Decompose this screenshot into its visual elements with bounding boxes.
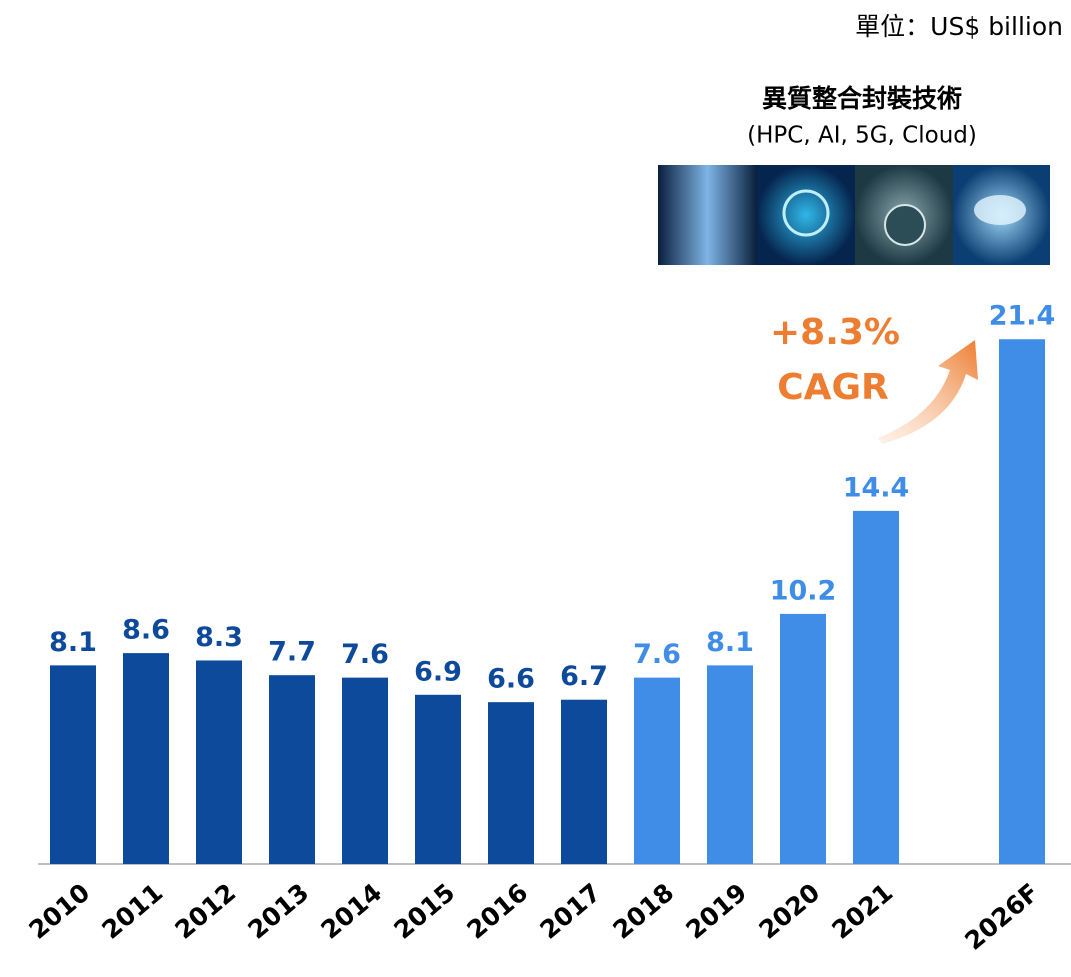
image-ai bbox=[757, 165, 855, 265]
annotation-subtitle: (HPC, AI, 5G, Cloud) bbox=[747, 123, 977, 149]
value-label: 21.4 bbox=[989, 301, 1056, 332]
value-label: 8.1 bbox=[706, 627, 754, 658]
image-cloud-icon bbox=[974, 195, 1026, 225]
tech-images bbox=[658, 165, 1050, 265]
value-label: 6.9 bbox=[414, 656, 462, 687]
image-ai-icon bbox=[782, 189, 830, 237]
bar bbox=[50, 665, 96, 864]
value-label: 7.7 bbox=[268, 637, 316, 668]
x-tick-label: 2018 bbox=[607, 878, 679, 945]
growth-note: CAGR bbox=[777, 367, 889, 408]
x-tick-label: 2011 bbox=[96, 878, 168, 945]
bar bbox=[415, 694, 461, 864]
value-label: 6.6 bbox=[487, 664, 535, 695]
bar bbox=[269, 675, 315, 864]
x-tick-label: 2015 bbox=[388, 878, 460, 945]
x-tick-label: 2017 bbox=[534, 878, 606, 945]
x-tick-label: 2020 bbox=[753, 878, 825, 945]
bar bbox=[780, 613, 826, 864]
value-label: 8.1 bbox=[49, 627, 97, 658]
x-tick-label: 2013 bbox=[242, 878, 314, 945]
value-label: 6.7 bbox=[560, 661, 608, 692]
growth-arrow bbox=[878, 340, 978, 444]
annotation-title: 異質整合封裝技術 bbox=[762, 84, 962, 113]
bar bbox=[707, 665, 753, 864]
bar bbox=[196, 660, 242, 864]
growth-label: +8.3% bbox=[770, 312, 900, 353]
x-tick-label: 2021 bbox=[826, 878, 898, 945]
value-label: 14.4 bbox=[843, 472, 910, 503]
value-label: 7.6 bbox=[633, 639, 681, 670]
x-tick-label: 2012 bbox=[169, 878, 241, 945]
bar bbox=[561, 699, 607, 864]
bar bbox=[853, 510, 899, 864]
unit-label: 單位：US$ billion bbox=[855, 12, 1063, 41]
x-tick-label: 2026F bbox=[959, 878, 1044, 956]
x-tick-label: 2014 bbox=[315, 878, 387, 945]
image-hpc bbox=[658, 165, 757, 265]
value-label: 10.2 bbox=[770, 575, 837, 606]
bar bbox=[634, 677, 680, 864]
image-5g-icon bbox=[884, 204, 926, 246]
value-label: 8.3 bbox=[195, 622, 243, 653]
x-tick-label: 2010 bbox=[23, 878, 95, 945]
x-tick-label: 2016 bbox=[461, 878, 533, 945]
value-label: 8.6 bbox=[122, 615, 170, 646]
bar bbox=[488, 702, 534, 864]
value-label: 7.6 bbox=[341, 639, 389, 670]
x-tick-label: 2019 bbox=[680, 878, 752, 945]
bar bbox=[342, 677, 388, 864]
bar bbox=[123, 653, 169, 864]
bar bbox=[999, 339, 1045, 865]
